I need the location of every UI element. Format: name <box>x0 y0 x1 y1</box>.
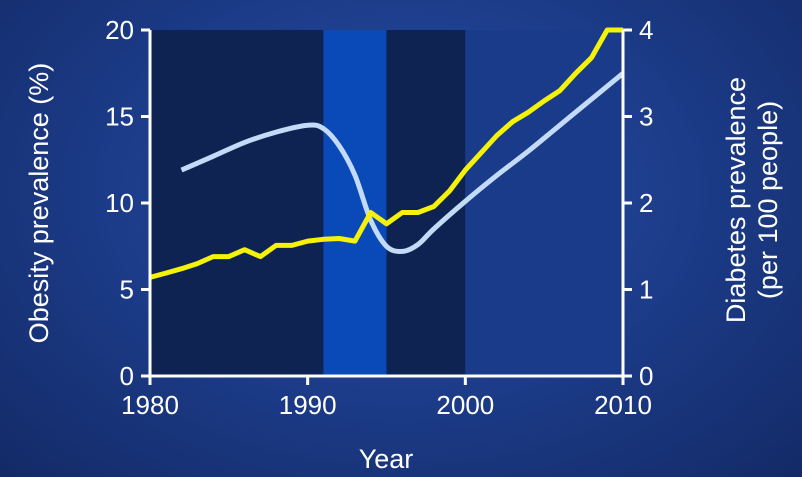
series-layer <box>149 27 625 280</box>
right-y-tick-label: 2 <box>639 188 653 218</box>
left-y-tick-label: 10 <box>105 188 134 218</box>
right-y-tick-label: 0 <box>639 361 653 391</box>
right-y-axis-title-line1: Diabetes prevalence <box>721 77 751 323</box>
x-tick-label: 1990 <box>279 390 337 420</box>
right-y-tick-label: 4 <box>639 15 653 45</box>
axes: 0 5 10 15 20 0 1 2 3 4 1980 1990 2000 2010 <box>105 15 653 420</box>
right-y-tick-label: 3 <box>639 102 653 132</box>
left-y-tick-label: 5 <box>120 275 134 305</box>
left-y-tick-label: 15 <box>105 102 134 132</box>
left-y-tick-label: 20 <box>105 15 134 45</box>
right-y-axis-title-line2: (per 100 people) <box>753 101 783 299</box>
left-y-axis-title: Obesity prevalence (%) <box>24 63 54 344</box>
period-bands <box>150 30 623 376</box>
obesity-series-line <box>180 71 625 254</box>
x-tick-label: 2000 <box>436 390 494 420</box>
period-band <box>386 30 466 376</box>
period-band <box>150 30 324 376</box>
x-axis-title: Year <box>359 444 414 474</box>
diabetes-series-line <box>149 27 623 280</box>
left-y-tick-label: 0 <box>120 361 134 391</box>
right-y-tick-label: 1 <box>639 275 653 305</box>
period-band <box>465 30 623 376</box>
x-tick-label: 2010 <box>594 390 652 420</box>
x-tick-label: 1980 <box>121 390 179 420</box>
labels: Year Obesity prevalence (%) Diabetes pre… <box>24 63 783 474</box>
period-band <box>323 30 387 376</box>
